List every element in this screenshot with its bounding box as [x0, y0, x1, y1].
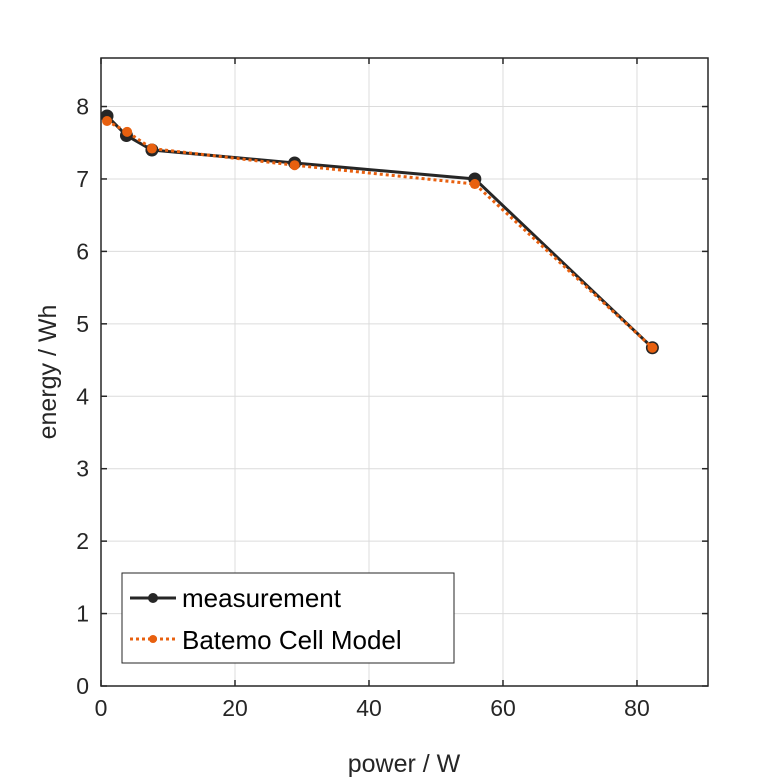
plot-area-border — [100, 57, 709, 687]
y-tick-label: 5 — [76, 311, 89, 337]
y-tick-label: 6 — [76, 238, 89, 264]
y-tick-label: 8 — [76, 94, 89, 120]
x-axis-label: power / W — [348, 750, 461, 778]
legend-box — [121, 572, 455, 664]
series-line-measurement — [105, 114, 654, 349]
legend-marker-model — [149, 635, 157, 643]
axis-ticks: 0 20 40 60 80 0 1 2 3 4 5 6 7 8 — [76, 58, 708, 721]
x-tick-label: 80 — [624, 695, 650, 721]
data-point-model — [647, 342, 658, 353]
legend: measurement Batemo Cell Model — [121, 572, 455, 664]
series-layer — [100, 109, 659, 355]
data-point-model — [469, 179, 480, 190]
legend-marker-measurement — [148, 593, 158, 603]
legend-label-model: Batemo Cell Model — [182, 625, 402, 655]
data-point-model — [289, 160, 300, 171]
legend-label-measurement: measurement — [182, 583, 342, 613]
y-axis-label: energy / Wh — [34, 305, 62, 440]
y-tick-label: 7 — [76, 166, 89, 192]
x-tick-label: 40 — [356, 695, 382, 721]
data-point-model — [102, 116, 113, 127]
y-tick-label: 3 — [76, 456, 89, 482]
y-tick-label: 0 — [76, 673, 89, 699]
x-tick-label: 60 — [490, 695, 516, 721]
x-tick-label: 20 — [222, 695, 248, 721]
x-tick-label: 0 — [95, 695, 108, 721]
data-point-model — [122, 126, 133, 137]
data-point-model — [146, 143, 157, 154]
series-line-model — [106, 119, 654, 349]
y-tick-label: 2 — [76, 528, 89, 554]
y-tick-label: 1 — [76, 601, 89, 627]
y-tick-label: 4 — [76, 383, 89, 409]
